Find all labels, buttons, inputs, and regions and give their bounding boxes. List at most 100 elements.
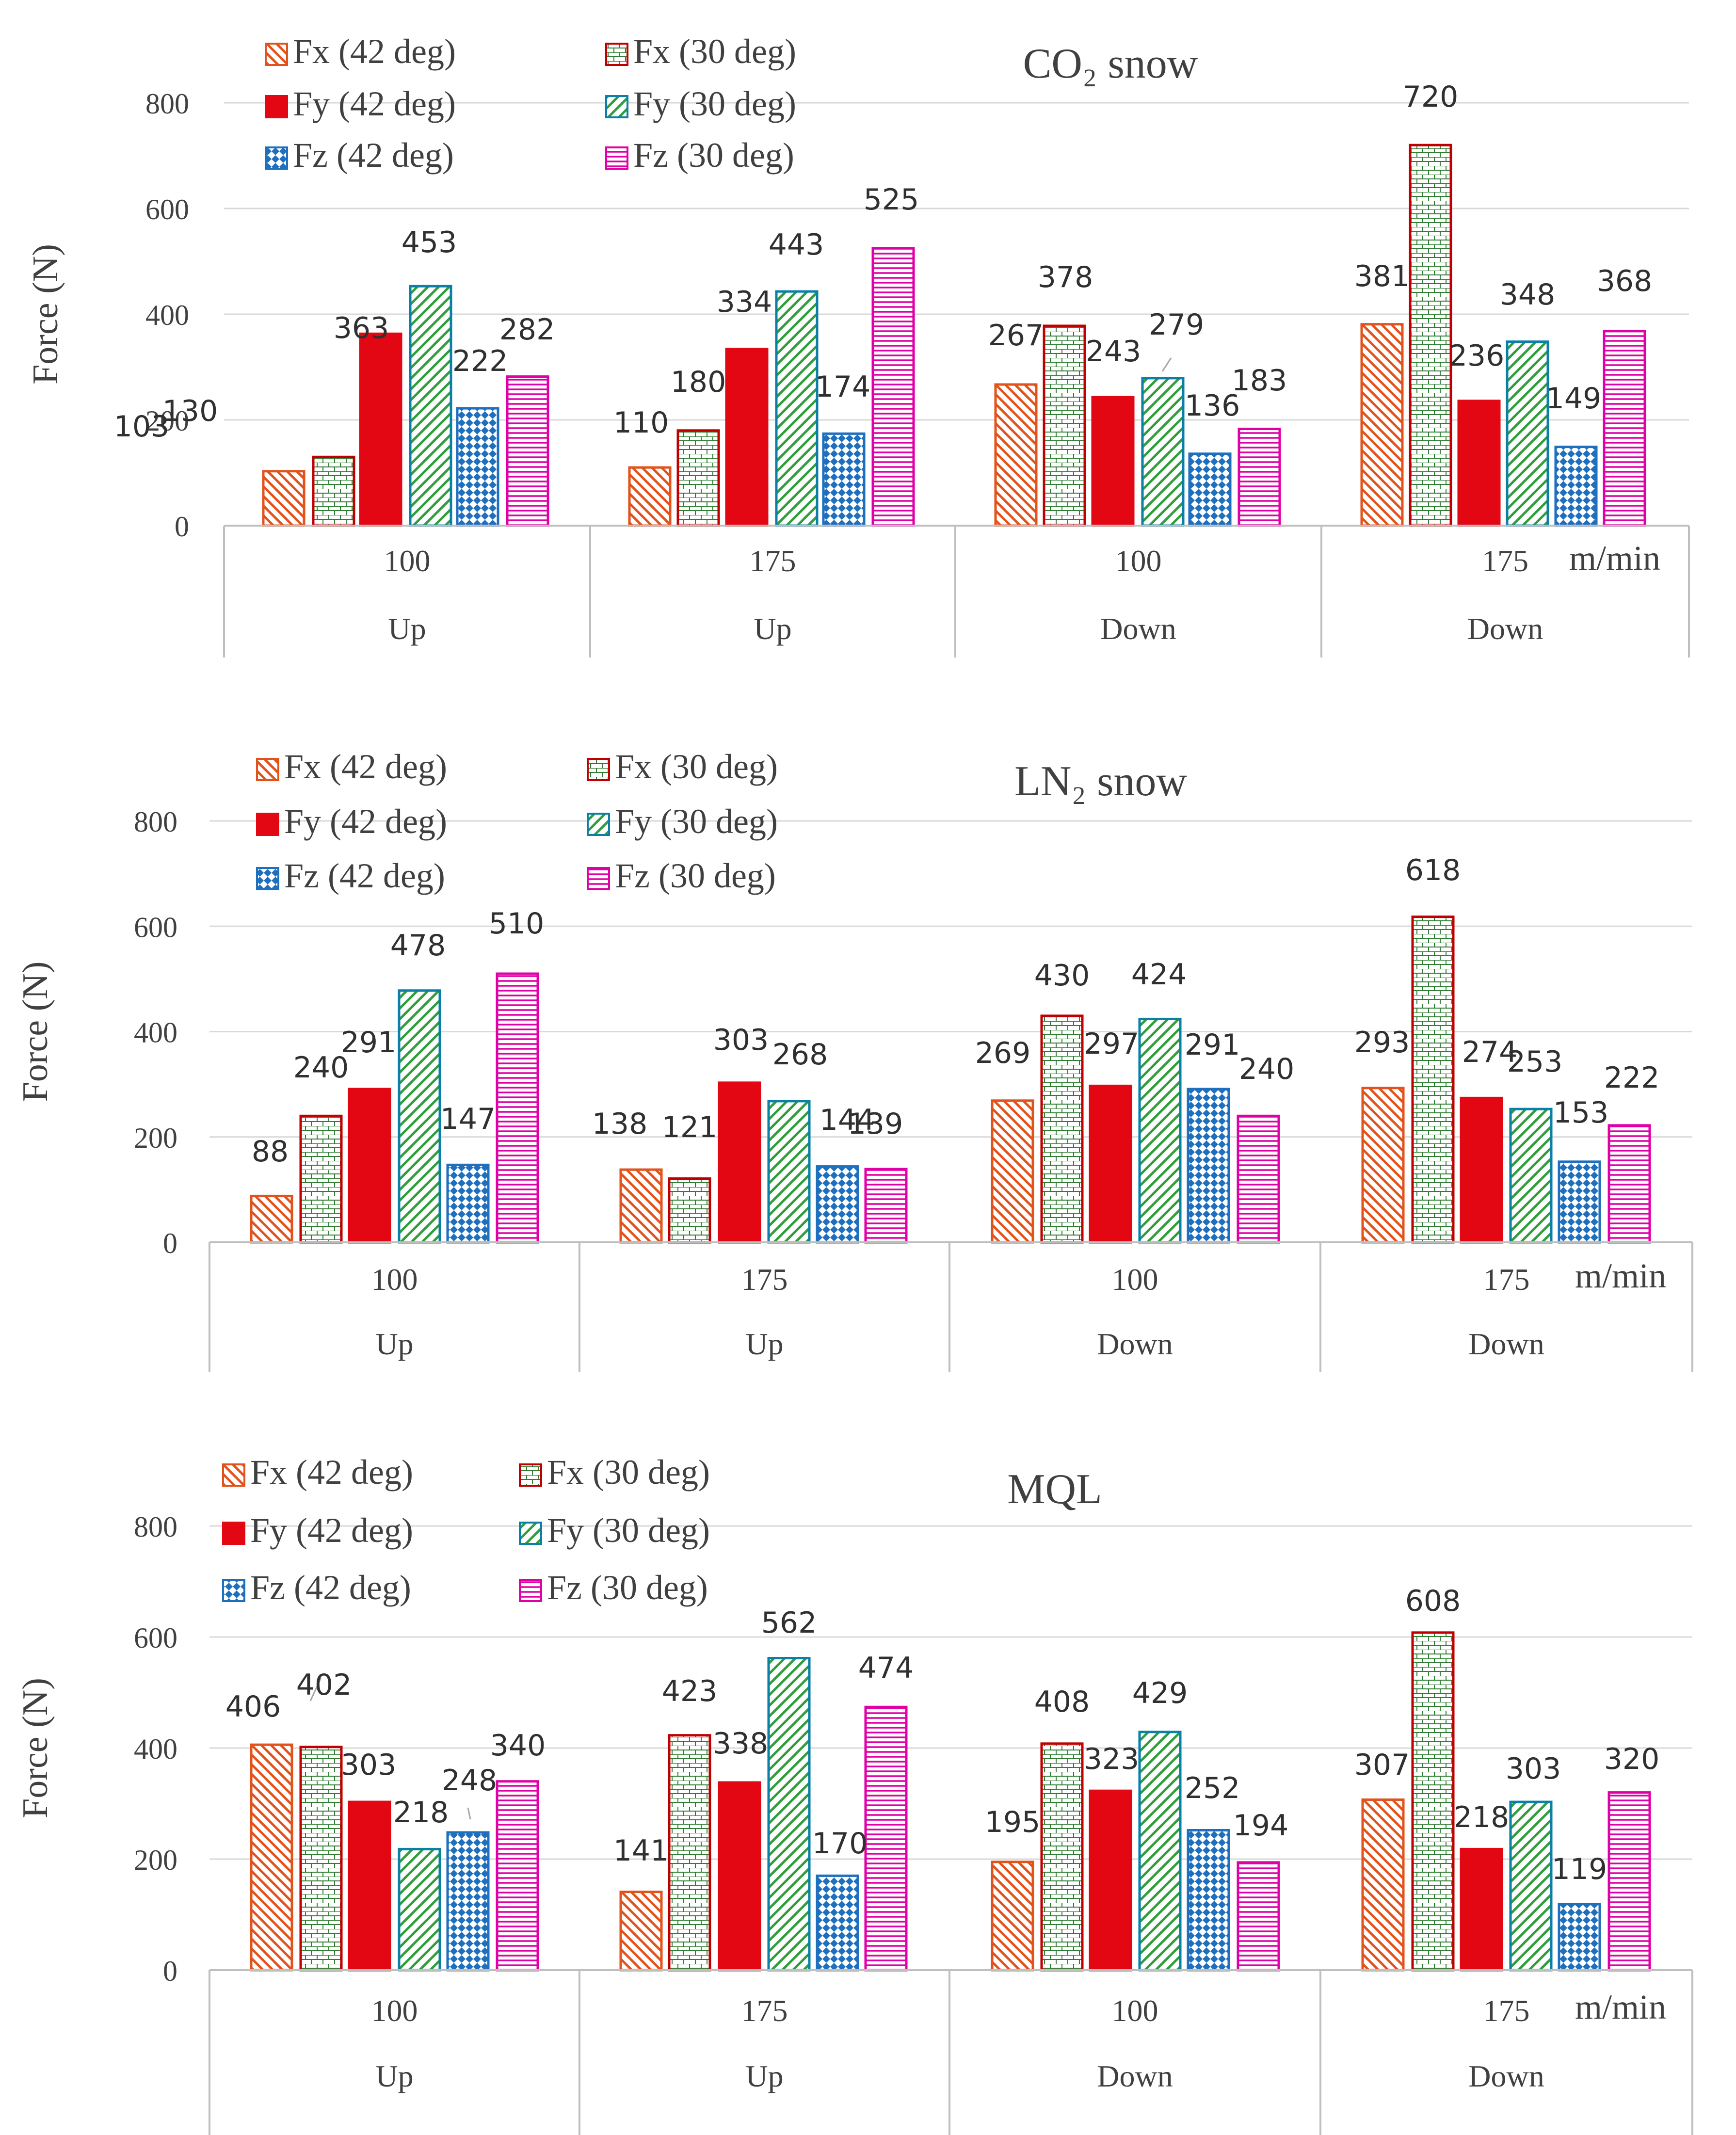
data-label: 293: [1354, 1026, 1410, 1059]
bar-fx42-2: [628, 466, 672, 527]
data-label: 236: [1449, 339, 1505, 373]
chart-panel-2: 0 200 400 600 800 Force (N) LN₂ snow Fx (42 deg…: [16, 747, 1693, 1372]
x-tick-label: 175: [1482, 544, 1528, 578]
bars: [250, 1631, 1651, 1972]
x-axis: 100 Up 175 Up 100 Down 175 Down: [209, 1241, 1693, 1372]
y-tick-label: 800: [134, 1511, 177, 1543]
bar-fz30-1: [496, 972, 539, 1244]
legend-entry-fx42: Fx (42 deg): [256, 747, 447, 786]
legend-swatch-fx30: [587, 758, 610, 781]
bar-fx42-1: [250, 1743, 293, 1972]
bar-fz30-3: [1238, 428, 1281, 527]
bar-fz42-4: [1554, 446, 1598, 527]
data-label-leader: [1161, 357, 1172, 372]
bar-fy30-1: [398, 1847, 441, 1972]
legend-entry-fy30: Fy (30 deg): [605, 84, 796, 123]
bar-fy42-1: [348, 1088, 391, 1244]
bar-fz30-1: [496, 1780, 539, 1972]
legend-swatch-fz42: [222, 1579, 245, 1602]
bar-fz42-3: [1188, 452, 1232, 527]
data-label: 248: [442, 1764, 498, 1798]
bar-fy30-2: [767, 1657, 811, 1972]
unit-label: m/min: [1569, 539, 1660, 578]
data-label: 218: [393, 1796, 449, 1830]
bar-fx30-1: [312, 455, 355, 527]
legend-entry-fy30: Fy (30 deg): [519, 1511, 710, 1550]
y-tick-label: 200: [134, 1844, 177, 1876]
bar-fz30-1: [506, 375, 549, 527]
x-tick-label: 175: [741, 1993, 788, 2028]
legend-entry-fx42: Fx (42 deg): [222, 1453, 413, 1492]
data-label: 408: [1034, 1685, 1090, 1719]
data-label: 510: [489, 907, 545, 941]
bar-fy30-4: [1509, 1800, 1553, 1972]
data-label: 423: [662, 1674, 718, 1708]
data-label: 618: [1405, 853, 1461, 887]
bar-fz42-1: [446, 1163, 490, 1244]
data-label: 103: [114, 410, 170, 444]
y-axis-label: Force (N): [26, 244, 65, 385]
bar-fy30-4: [1506, 340, 1549, 527]
data-label: 153: [1553, 1096, 1609, 1130]
legend-label-fx42: Fx (42 deg): [293, 32, 456, 71]
chart-title: LN₂ snow: [1014, 758, 1187, 805]
y-tick-label: 600: [134, 1622, 177, 1654]
data-label: 138: [592, 1107, 648, 1141]
data-label: 402: [296, 1668, 352, 1702]
legend-swatch-fy42: [222, 1522, 245, 1545]
x-group-label: Up: [375, 1327, 413, 1361]
bar-fz30-3: [1237, 1114, 1280, 1244]
data-label: 297: [1084, 1027, 1140, 1061]
legend-label-fx30: Fx (30 deg): [615, 747, 778, 786]
data-label: 525: [864, 183, 919, 217]
legend-entry-fy30: Fy (30 deg): [587, 802, 778, 841]
y-tick-label: 600: [145, 193, 189, 225]
data-label: 562: [761, 1606, 817, 1640]
legend-entry-fz30: Fz (30 deg): [605, 136, 794, 175]
bar-fy42-1: [359, 332, 402, 527]
legend-swatch-fx30: [605, 43, 628, 66]
legend-label-fz42: Fz (42 deg): [284, 856, 445, 895]
bar-fx30-4: [1411, 1631, 1455, 1972]
legend-label-fx42: Fx (42 deg): [284, 747, 447, 786]
data-label: 307: [1354, 1748, 1410, 1782]
y-tick-label: 800: [145, 88, 189, 120]
data-label: 334: [717, 285, 772, 319]
bar-fy42-3: [1091, 396, 1135, 527]
data-label: 429: [1132, 1676, 1188, 1710]
data-label: 240: [293, 1051, 349, 1085]
bar-fx30-3: [1043, 324, 1086, 527]
legend-entry-fz42: Fz (42 deg): [265, 136, 454, 175]
bar-fy42-2: [718, 1081, 761, 1244]
bar-fy30-2: [767, 1100, 811, 1244]
x-tick-label: 175: [750, 544, 796, 578]
unit-label: m/min: [1575, 1988, 1666, 2026]
chart-title: CO₂ snow: [1023, 40, 1198, 87]
x-tick-label: 100: [371, 1262, 418, 1297]
data-label: 144: [820, 1103, 875, 1137]
y-tick-label: 800: [134, 806, 177, 838]
data-label: 363: [334, 311, 389, 345]
legend-swatch-fx42: [222, 1463, 245, 1487]
bar-fx30-1: [299, 1746, 343, 1972]
legend-label-fx30: Fx (30 deg): [547, 1453, 710, 1492]
legend-swatch-fz30: [519, 1579, 542, 1602]
y-tick-label: 600: [134, 911, 177, 943]
legend-swatch-fz30: [605, 146, 628, 170]
legend: Fx (42 deg) Fx (30 deg) Fy (42 deg) Fy (30 …: [222, 1453, 710, 1607]
bar-fy30-3: [1141, 377, 1185, 527]
data-label: 110: [613, 406, 669, 440]
bar-fz30-2: [871, 247, 915, 527]
legend-label-fy42: Fy (42 deg): [293, 84, 456, 123]
data-label: 368: [1597, 264, 1653, 298]
legend-swatch-fy42: [265, 95, 288, 118]
y-axis-label: Force (N): [16, 962, 55, 1102]
data-label: 279: [1149, 308, 1205, 342]
legend: Fx (42 deg) Fx (30 deg) Fy (42 deg) Fy (30 …: [256, 747, 778, 895]
legend-label-fz42: Fz (42 deg): [293, 136, 454, 175]
legend-entry-fx30: Fx (30 deg): [605, 32, 796, 71]
data-label: 130: [162, 394, 218, 428]
bar-fx30-2: [668, 1177, 711, 1244]
